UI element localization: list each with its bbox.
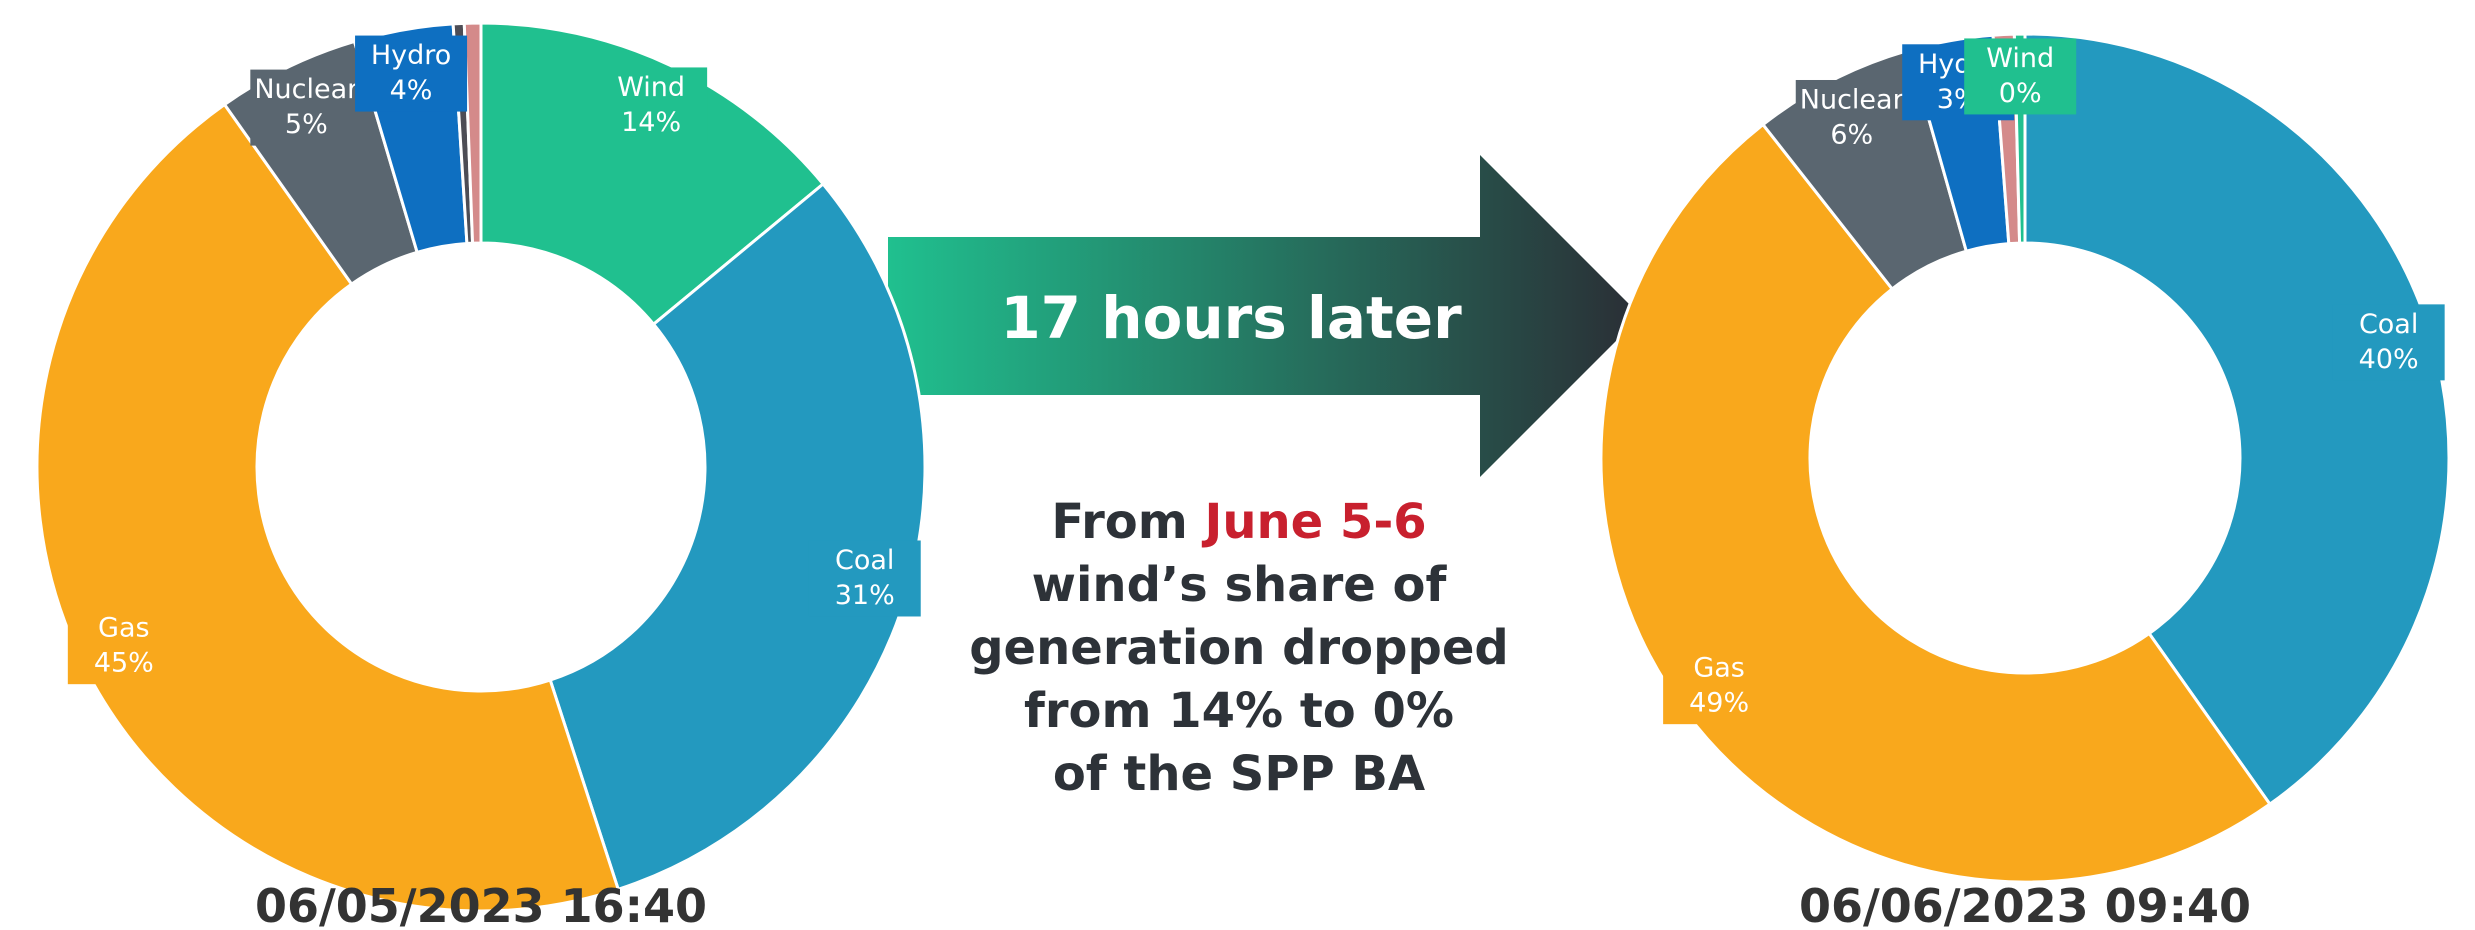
label-box [250, 69, 363, 146]
label-box [595, 67, 708, 144]
label-box [2332, 304, 2445, 381]
slice-label: Wind [617, 72, 685, 103]
slice-value-label: 40% [2359, 344, 2419, 375]
slice-label: Hydro [371, 40, 451, 71]
label-box [1795, 79, 1908, 156]
slice-value-label: 0% [1999, 78, 2042, 109]
label-box [808, 540, 921, 617]
caption-line: From June 5-6 [1051, 494, 1426, 550]
arrow-text: 17 hours later [1000, 284, 1462, 352]
slice-label: Nuclear [254, 74, 359, 105]
caption-line: wind’s share of [1032, 557, 1448, 613]
slice [2023, 32, 2451, 807]
label-box [355, 35, 468, 112]
caption-line: of the SPP BA [1053, 746, 1425, 802]
slice-value-label: 6% [1830, 119, 1873, 150]
label-box [1964, 38, 2077, 115]
chart-title: 06/06/2023 09:40 [1799, 879, 2251, 930]
slice-value-label: 14% [621, 107, 681, 138]
arrow [888, 155, 1641, 477]
slice-label: Coal [2359, 309, 2418, 340]
caption-highlight: June 5-6 [1201, 494, 1426, 550]
slice [462, 21, 483, 245]
slice-value-label: 45% [94, 648, 154, 679]
caption-prefix: From [1051, 494, 1187, 550]
slice-value-label: 49% [1689, 688, 1749, 719]
slice-value-label: 5% [285, 109, 328, 140]
slice-label: Nuclear [1800, 84, 1905, 115]
chart-title: 06/05/2023 16:40 [255, 879, 707, 930]
label-box [67, 608, 180, 685]
label-box [1663, 648, 1776, 725]
caption-line: from 14% to 0% [1024, 683, 1454, 739]
slice-label: Wind [1986, 43, 2054, 74]
slice-value-label: 4% [390, 75, 433, 106]
slice [35, 102, 621, 913]
slice-label: Coal [835, 545, 894, 576]
slice-label: Gas [1693, 653, 1745, 684]
slice-label: Gas [98, 613, 150, 644]
slice [479, 21, 826, 327]
slice [548, 181, 927, 892]
caption-line: generation dropped [969, 620, 1509, 676]
slice-value-label: 31% [835, 580, 895, 611]
